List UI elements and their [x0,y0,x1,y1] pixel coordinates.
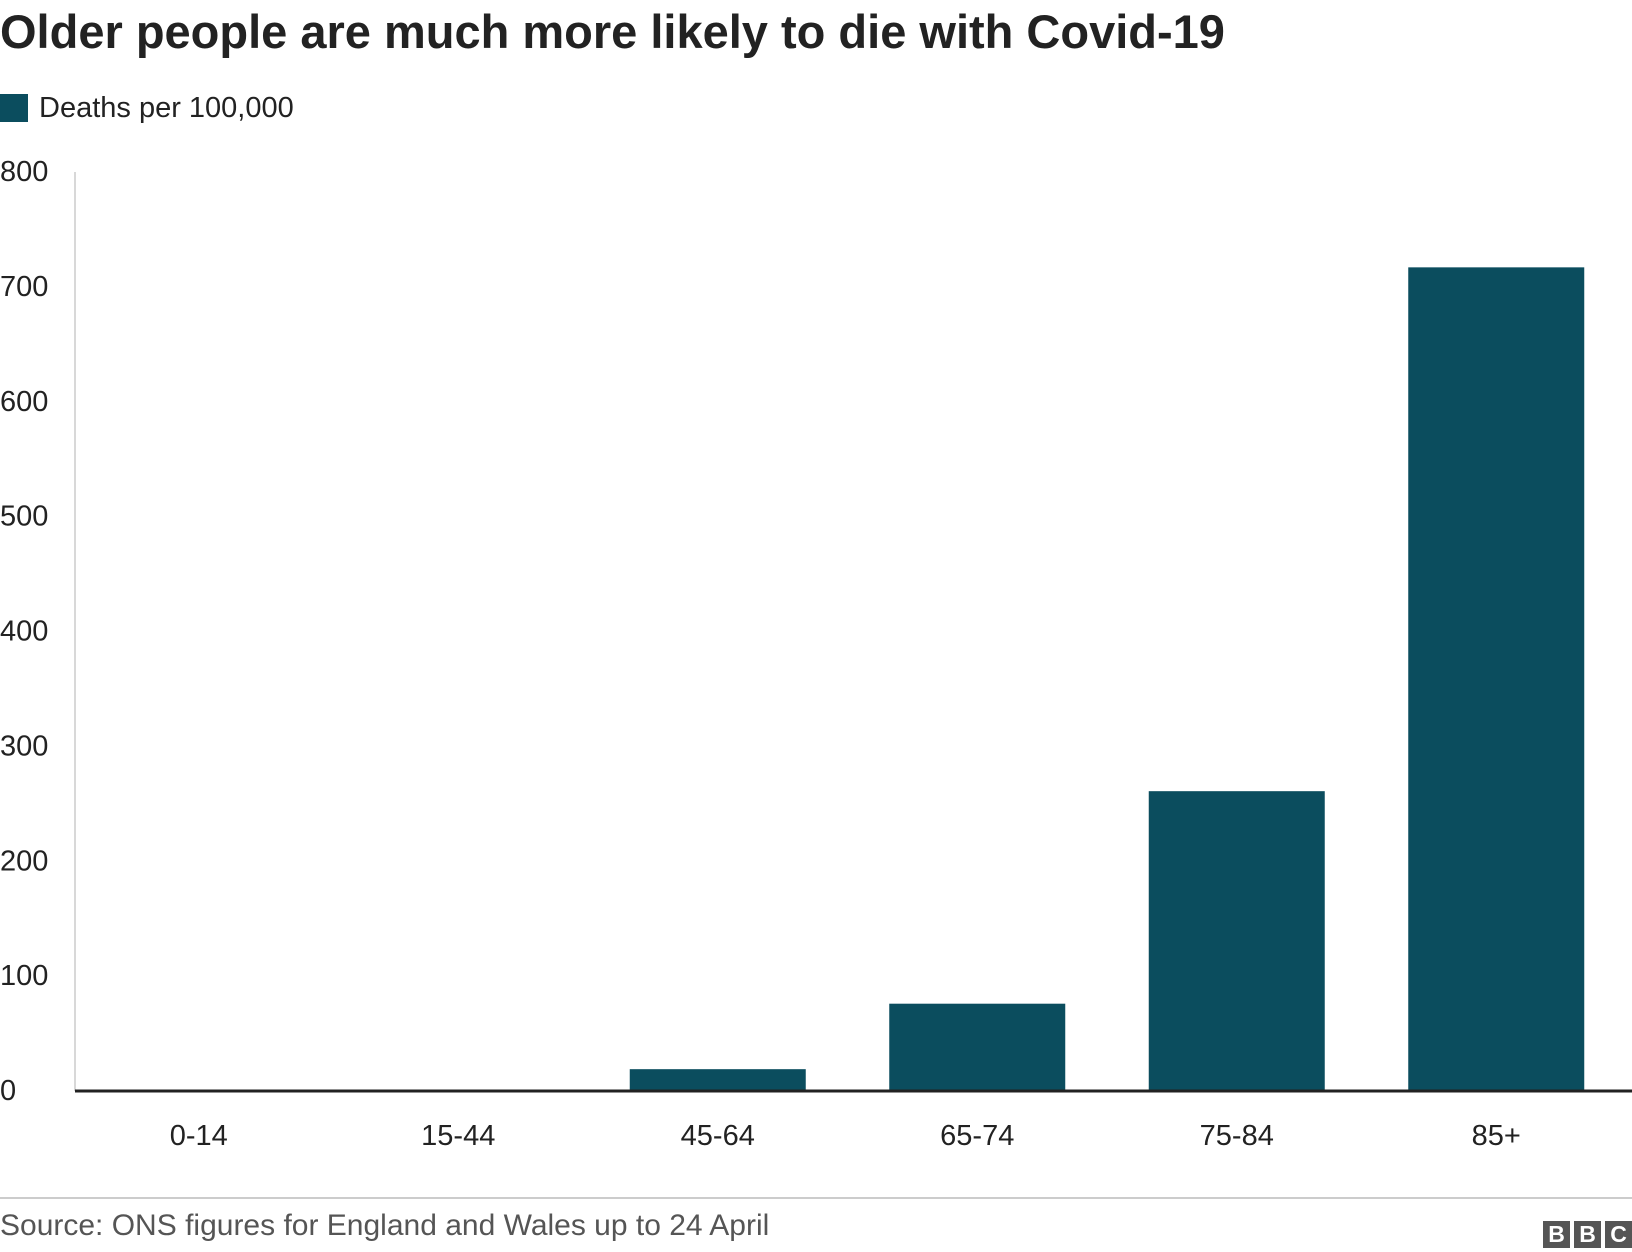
y-axis-labels: 0 100 200 300 400 500 600 700 800 [0,156,48,1107]
bar-45-64 [629,1069,806,1091]
bbc-logo: B B C [1543,1221,1632,1248]
y-tick-label: 500 [0,501,48,533]
y-tick-label: 300 [0,730,48,762]
y-tick-label: 0 [0,1075,16,1107]
y-tick-label: 200 [0,845,48,877]
source-note: Source: ONS figures for England and Wale… [0,1209,770,1242]
y-tick-label: 600 [0,386,48,418]
bars [110,267,1585,1091]
x-axis-labels: 0-14 15-44 45-64 65-74 75-84 85+ [170,1120,1521,1152]
y-tick-label: 100 [0,960,48,992]
bar-85+ [1408,267,1585,1091]
logo-letter: B [1574,1221,1601,1248]
logo-letter: C [1605,1221,1632,1248]
x-tick-label: 65-74 [940,1120,1014,1152]
legend-swatch [0,94,28,122]
y-tick-label: 400 [0,616,48,648]
x-tick-label: 45-64 [681,1120,755,1152]
bar-65-74 [889,1003,1066,1091]
legend-label: Deaths per 100,000 [39,91,294,124]
footer-divider [0,1197,1632,1199]
x-tick-label: 0-14 [170,1120,228,1152]
bar-75-84 [1148,791,1325,1091]
chart-title: Older people are much more likely to die… [0,5,1225,58]
x-tick-label: 75-84 [1200,1120,1274,1152]
legend: Deaths per 100,000 [0,88,294,128]
x-tick-label: 15-44 [421,1120,495,1152]
y-tick-label: 800 [0,156,48,188]
y-tick-label: 700 [0,271,48,303]
logo-letter: B [1543,1221,1570,1248]
x-tick-label: 85+ [1472,1120,1521,1152]
